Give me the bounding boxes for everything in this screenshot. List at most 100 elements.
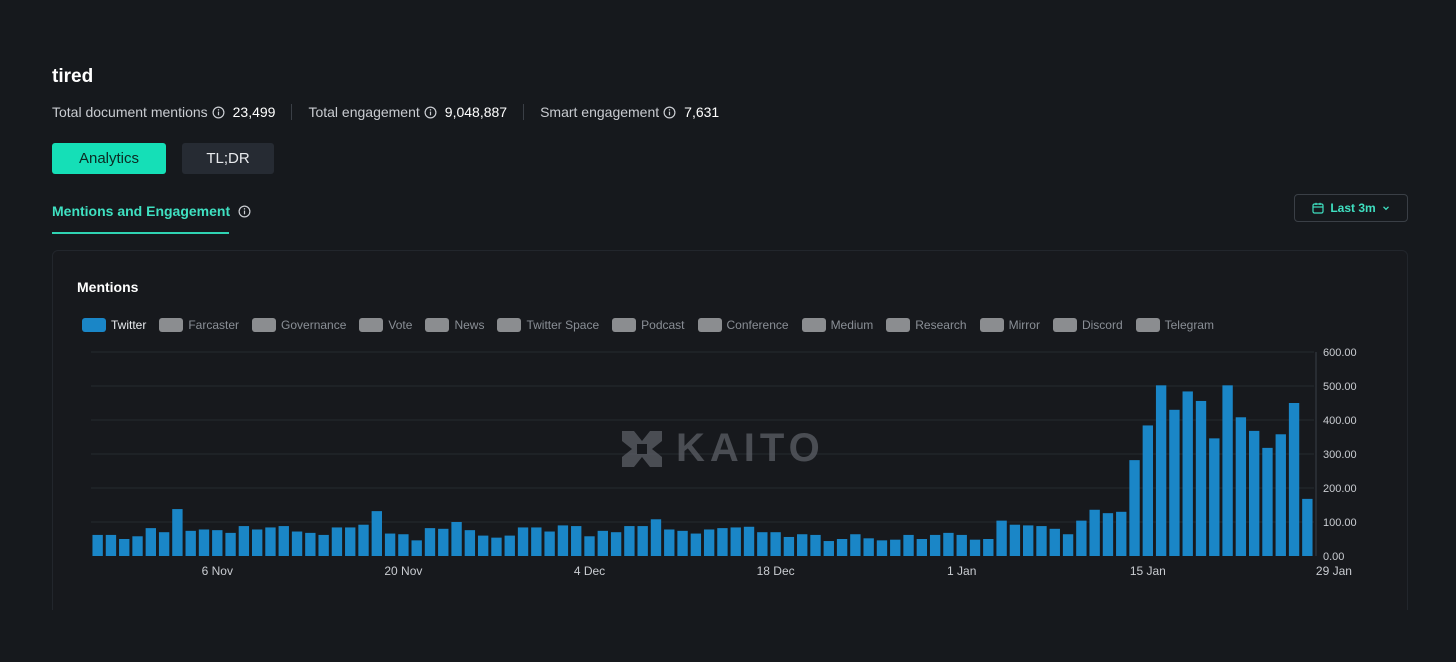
chevron-down-icon (1382, 206, 1389, 211)
bar (1049, 528, 1060, 556)
bar (411, 540, 422, 556)
bar (876, 540, 888, 556)
bar (597, 530, 608, 556)
legend-swatch (252, 318, 277, 332)
legend-swatch (979, 318, 1004, 332)
info-icon[interactable] (663, 106, 676, 119)
legend-label: Twitter Space (526, 318, 600, 332)
x-tick-label: 29 Jan (1316, 564, 1352, 578)
bar (903, 534, 914, 556)
legend-item-research[interactable]: Research (886, 318, 967, 332)
y-tick-label: 0.00 (1323, 551, 1344, 563)
legend-item-podcast[interactable]: Podcast (612, 318, 685, 332)
legend-item-vote[interactable]: Vote (359, 318, 412, 332)
bar (1182, 391, 1193, 556)
kaito-logo-icon (622, 430, 662, 467)
bar (956, 534, 967, 556)
x-tick-label: 4 Dec (574, 564, 605, 578)
bar (265, 527, 276, 556)
bar (1102, 513, 1114, 556)
bar (398, 534, 409, 556)
bar (305, 532, 316, 556)
legend-label: Twitter (111, 318, 147, 332)
bar (345, 527, 356, 556)
bar (863, 538, 874, 556)
stat-smart-engagement: Smart engagement 7,631 (540, 104, 719, 120)
info-icon[interactable] (238, 205, 251, 218)
legend-label: Medium (830, 318, 874, 332)
chart-title: Mentions (77, 279, 139, 295)
bar (637, 526, 648, 556)
legend-item-conference[interactable]: Conference (697, 318, 789, 332)
legend-item-twitter-space[interactable]: Twitter Space (497, 318, 599, 332)
bar (969, 539, 981, 556)
legend-label: News (454, 318, 485, 332)
y-tick-label: 200.00 (1323, 483, 1357, 495)
legend-label: Farcaster (188, 318, 240, 332)
bar (105, 534, 117, 556)
legend-swatch (497, 318, 522, 332)
legend-item-telegram[interactable]: Telegram (1135, 318, 1214, 332)
y-tick-label: 300.00 (1323, 449, 1357, 461)
bar (291, 531, 303, 556)
legend-item-medium[interactable]: Medium (801, 318, 874, 332)
bar (424, 528, 436, 556)
bar (836, 539, 848, 556)
bar (158, 532, 170, 556)
bar (331, 527, 343, 556)
bar (703, 529, 715, 556)
bar (358, 524, 369, 556)
info-icon[interactable] (424, 106, 437, 119)
bar (810, 534, 821, 556)
y-tick-label: 600.00 (1323, 347, 1357, 359)
bar (717, 528, 728, 556)
bar (251, 529, 263, 556)
divider (291, 104, 293, 120)
bar (1062, 534, 1074, 556)
divider (523, 104, 525, 120)
legend-label: Research (915, 318, 967, 332)
bar (929, 534, 941, 556)
bar (531, 527, 542, 556)
legend-swatch (159, 318, 184, 332)
legend-swatch (425, 318, 450, 332)
legend-label: Telegram (1164, 318, 1214, 332)
bar (451, 522, 462, 556)
bar (757, 532, 768, 556)
bar (850, 534, 861, 556)
bar (371, 511, 382, 556)
tab-tldr[interactable]: TL;DR (182, 143, 274, 174)
chart-legend: Twitter Farcaster Governance Vote News Twitte… (82, 318, 1227, 332)
legend-item-twitter[interactable]: Twitter (82, 318, 146, 332)
stat-value: 7,631 (684, 104, 720, 120)
legend-item-discord[interactable]: Discord (1052, 318, 1123, 332)
bar (1009, 524, 1021, 556)
legend-item-governance[interactable]: Governance (252, 318, 346, 332)
date-range-dropdown[interactable]: Last 3m (1294, 194, 1408, 222)
mentions-card: Mentions Twitter Farcaster Governance Vote N… (52, 250, 1408, 610)
legend-item-news[interactable]: News (425, 318, 484, 332)
bar (278, 526, 289, 556)
tab-analytics[interactable]: Analytics (52, 143, 166, 174)
bar (770, 532, 781, 556)
legend-swatch (612, 318, 637, 332)
legend-item-farcaster[interactable]: Farcaster (159, 318, 239, 332)
info-icon[interactable] (212, 106, 225, 119)
stat-value: 9,048,887 (444, 104, 508, 120)
bar (1288, 403, 1300, 556)
bar (1169, 409, 1180, 556)
legend-swatch (886, 318, 911, 332)
legend-label: Governance (281, 318, 347, 332)
bar (464, 530, 476, 556)
bar (1142, 425, 1154, 556)
stat-value: 23,499 (232, 104, 276, 120)
bar (1222, 385, 1233, 556)
bar (1235, 417, 1247, 556)
x-tick-label: 15 Jan (1130, 564, 1166, 578)
legend-item-mirror[interactable]: Mirror (979, 318, 1040, 332)
tab-mentions-engagement[interactable]: Mentions and Engagement (52, 203, 251, 219)
bar (890, 539, 901, 556)
calendar-icon (1312, 202, 1324, 214)
page-title: tired (52, 66, 94, 87)
legend-label: Discord (1081, 318, 1123, 332)
